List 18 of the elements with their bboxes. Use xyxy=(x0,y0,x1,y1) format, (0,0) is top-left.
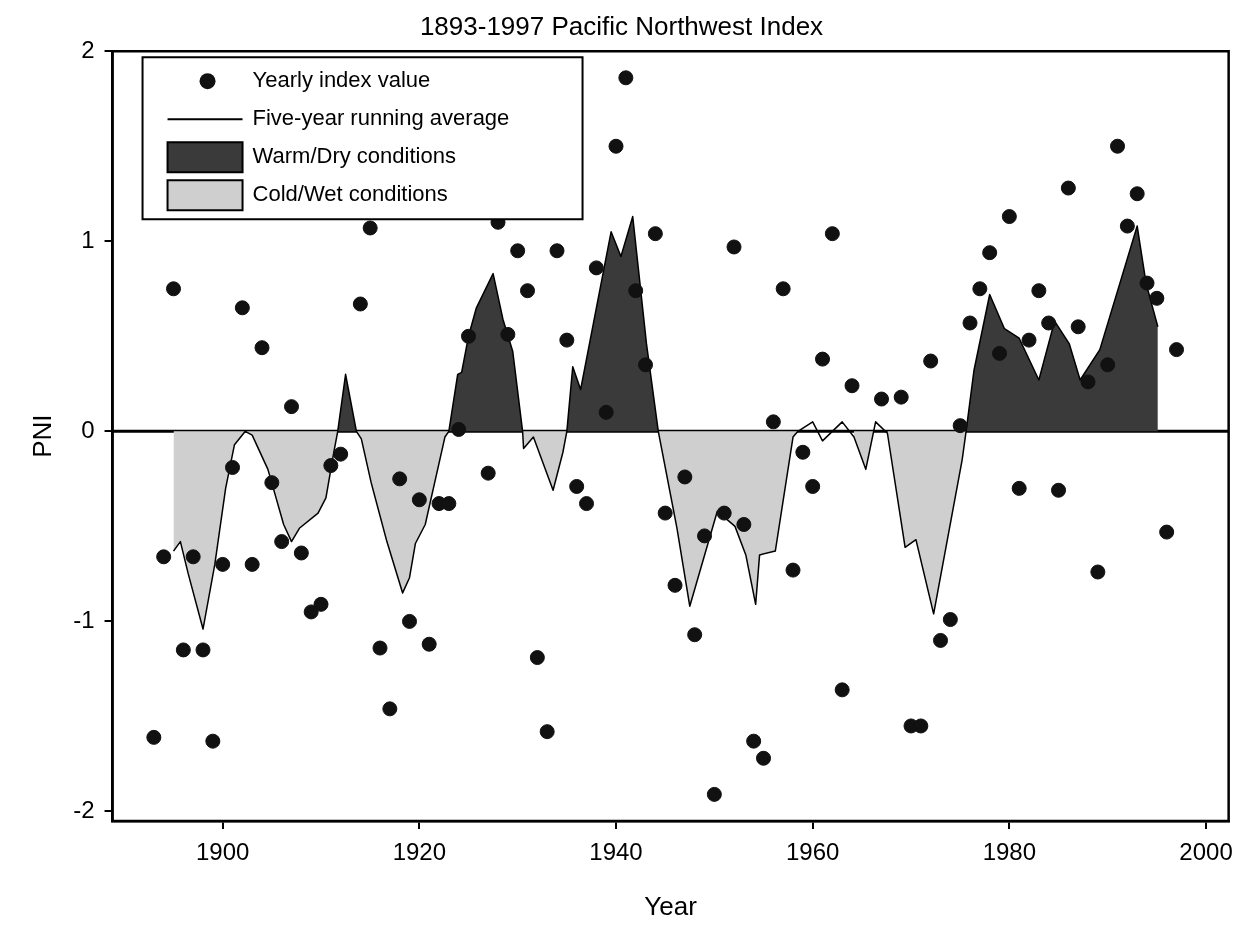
chart-title: 1893-1997 Pacific Northwest Index xyxy=(419,10,824,41)
x-axis-title: Year xyxy=(644,890,698,921)
x-tick-label: 1980 xyxy=(982,838,1037,866)
y-tick-label: 2 xyxy=(81,35,95,63)
x-tick-label: 1960 xyxy=(785,838,840,866)
legend-label: Yearly index value xyxy=(252,67,431,93)
y-tick-label: 1 xyxy=(81,225,95,253)
y-axis-title: PNI xyxy=(26,414,57,458)
legend-label: Warm/Dry conditions xyxy=(252,143,456,169)
y-tick-label: -1 xyxy=(73,606,95,634)
x-tick-label: 1940 xyxy=(589,838,643,866)
legend-label: Cold/Wet conditions xyxy=(252,181,448,207)
x-tick-label: 1900 xyxy=(195,838,250,866)
y-tick-label: 0 xyxy=(81,415,95,443)
x-tick-label: 2000 xyxy=(1179,838,1233,866)
x-tick-label: 1920 xyxy=(392,838,447,866)
legend-label: Five-year running average xyxy=(252,105,510,131)
y-tick-label: -2 xyxy=(73,796,95,824)
